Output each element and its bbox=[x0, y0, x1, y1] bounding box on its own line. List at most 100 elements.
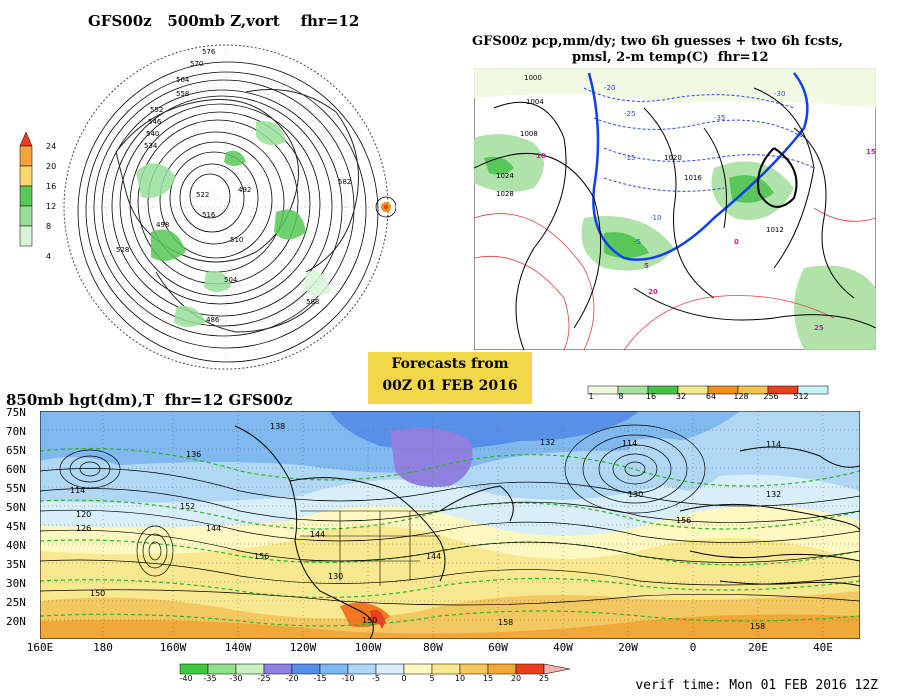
precip-cb-label: 512 bbox=[793, 392, 809, 401]
precip-cb-label: 256 bbox=[763, 392, 779, 401]
contour-label: 492 bbox=[238, 186, 251, 194]
isobar-label: 1016 bbox=[684, 174, 702, 182]
vort-cb-label: 16 bbox=[46, 182, 57, 191]
precip-cb-label: 64 bbox=[705, 392, 717, 401]
lat-label: 50N bbox=[6, 501, 26, 514]
temp-label: 25 bbox=[814, 324, 824, 332]
temp-cb-label: -30 bbox=[229, 674, 243, 683]
temp-label: 15 bbox=[866, 148, 876, 156]
isobar-label: 1000 bbox=[524, 74, 542, 82]
height-label: 158 bbox=[750, 622, 765, 631]
lon-label: 60W bbox=[488, 641, 508, 654]
temp-label: -15 bbox=[624, 154, 635, 162]
height-label: 132 bbox=[766, 490, 781, 499]
forecast-info-box: Forecasts from 00Z 01 FEB 2016 bbox=[368, 352, 532, 404]
height-label: 126 bbox=[76, 524, 91, 533]
temp-cb-label: -20 bbox=[285, 674, 299, 683]
lon-label: 20W bbox=[618, 641, 638, 654]
warm-isotherms bbox=[474, 207, 876, 350]
lon-label: 20E bbox=[748, 641, 768, 654]
temp-cb-label: -10 bbox=[341, 674, 355, 683]
850-grid bbox=[40, 411, 860, 639]
height-label: 152 bbox=[180, 502, 195, 511]
panel-precip-title-line2: pmsl, 2-m temp(C) fhr=12 bbox=[572, 50, 769, 65]
temp-cb-label: -40 bbox=[179, 674, 193, 683]
vorticity-colorbar bbox=[19, 131, 33, 247]
temp-label: -35 bbox=[714, 114, 725, 122]
height-label: 120 bbox=[76, 510, 91, 519]
vort-cb-label: 4 bbox=[46, 252, 52, 261]
lon-label: 40W bbox=[553, 641, 573, 654]
isobar-label: 1008 bbox=[520, 130, 538, 138]
isobar-label: 1024 bbox=[496, 172, 514, 180]
lon-label: 180 bbox=[93, 641, 113, 654]
precip-cb-label: 8 bbox=[618, 392, 624, 401]
lat-label: 65N bbox=[6, 444, 26, 457]
850-lows bbox=[59, 424, 706, 577]
vort-cb-label: 12 bbox=[46, 202, 57, 211]
contour-label: 486 bbox=[206, 316, 220, 324]
height-label: 158 bbox=[498, 618, 513, 627]
lon-label: 140W bbox=[224, 641, 252, 654]
temp-cb-label: 10 bbox=[454, 674, 466, 683]
precip-pmsl-map: 1000 1004 1008 1012 1016 1020 1024 1028 … bbox=[474, 68, 876, 350]
temp-cb-label: 20 bbox=[510, 674, 522, 683]
lat-label: 45N bbox=[6, 520, 26, 533]
precip-cb-label: 16 bbox=[645, 392, 657, 401]
height-label: 114 bbox=[766, 440, 781, 449]
temp-cb-label: 5 bbox=[429, 674, 435, 683]
contour-label: 588 bbox=[306, 298, 319, 306]
temp-label: -10 bbox=[650, 214, 661, 222]
temp-label: 20 bbox=[648, 288, 658, 296]
temp-colorbar-swatches bbox=[179, 663, 571, 675]
lat-label: 40N bbox=[6, 539, 26, 552]
lat-label: 55N bbox=[6, 482, 26, 495]
isobar-label: 1004 bbox=[526, 98, 544, 106]
freezing-line bbox=[587, 72, 809, 261]
precip-cb-label: 128 bbox=[733, 392, 749, 401]
map-850mb: 138 114 120 126 132 136 144 150 152 156 … bbox=[40, 411, 860, 639]
lat-label: 35N bbox=[6, 558, 26, 571]
contour-label: 528 bbox=[116, 246, 129, 254]
temp-colorbar: -40 -35 -30 -25 -20 -15 -10 -5 0 5 10 15… bbox=[150, 660, 600, 690]
lat-label: 75N bbox=[6, 406, 26, 419]
height-label: 156 bbox=[676, 516, 691, 525]
contour-label: 558 bbox=[176, 90, 189, 98]
temp-label: 0 bbox=[734, 238, 739, 246]
precip-shading bbox=[474, 68, 876, 350]
temp-label: -30 bbox=[774, 90, 785, 98]
height-label: 144 bbox=[310, 530, 325, 539]
height-label: 130 bbox=[628, 490, 643, 499]
isobars bbox=[474, 87, 876, 350]
panel-500mb-title: GFS00z 500mb Z,vort fhr=12 bbox=[88, 12, 360, 30]
contour-label: 534 bbox=[144, 142, 158, 150]
vort-cb-label: 20 bbox=[46, 162, 57, 171]
polar-contours bbox=[64, 45, 388, 369]
lon-label: 100W bbox=[354, 641, 382, 654]
850-height-contours bbox=[40, 468, 860, 606]
precip-cb-label: 1 bbox=[588, 392, 594, 401]
height-label: 130 bbox=[328, 572, 343, 581]
height-label: 114 bbox=[70, 486, 85, 495]
contour-label: 522 bbox=[196, 191, 209, 199]
polar-500mb-map: 576 570 564 558 552 546 540 534 528 522 … bbox=[63, 44, 396, 370]
lon-label: 80W bbox=[423, 641, 443, 654]
panel-850mb-title: 850mb hgt(dm),T fhr=12 GFS00z bbox=[6, 391, 293, 409]
height-label: 150 bbox=[362, 616, 377, 625]
height-label: 156 bbox=[254, 552, 269, 561]
height-label: 144 bbox=[206, 524, 221, 533]
height-label: 144 bbox=[426, 552, 441, 561]
lon-label: 0 bbox=[689, 641, 697, 654]
temp-cb-label: 15 bbox=[482, 674, 494, 683]
verification-time: verif time: Mon 01 FEB 2016 12Z bbox=[635, 678, 878, 693]
lon-label: 40E bbox=[813, 641, 833, 654]
temp-cb-label: 25 bbox=[538, 674, 550, 683]
low-pressure-center bbox=[757, 147, 798, 208]
lon-label: 160W bbox=[159, 641, 187, 654]
lat-label: 25N bbox=[6, 596, 26, 609]
contour-label: 498 bbox=[156, 221, 169, 229]
height-label: 136 bbox=[186, 450, 201, 459]
forecast-box-line1: Forecasts from bbox=[391, 356, 509, 372]
height-label: 138 bbox=[270, 422, 285, 431]
isobar-label: 1012 bbox=[766, 226, 784, 234]
